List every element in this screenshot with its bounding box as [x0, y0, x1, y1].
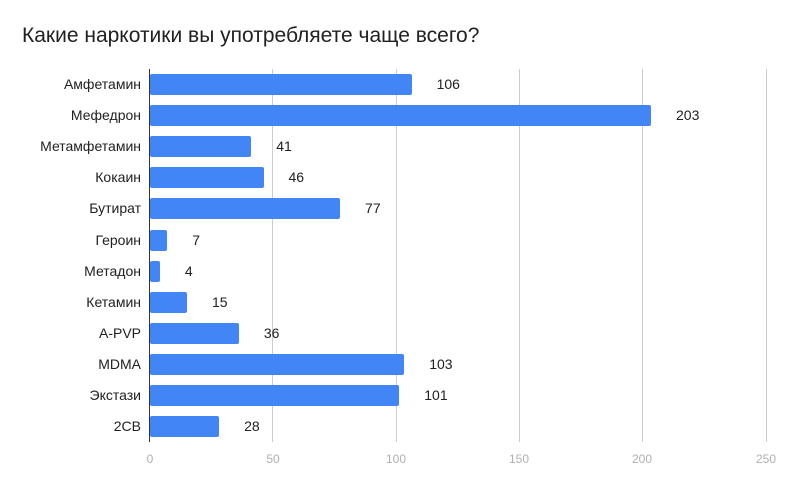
bar[interactable] [150, 291, 188, 313]
category-label: MDMA [98, 355, 141, 372]
bar[interactable] [150, 416, 220, 438]
bar[interactable] [150, 136, 252, 158]
bar-row: 101 [149, 380, 766, 411]
bar-row: 41 [149, 131, 766, 162]
bar[interactable] [150, 167, 264, 189]
plot-area: 106 203 41 46 77 7 4 15 36 103 101 28 [149, 69, 767, 442]
category-label: A-PVP [98, 324, 141, 341]
bar[interactable] [150, 198, 341, 220]
bar-row: 4 [149, 256, 766, 287]
gridline-200 [642, 69, 643, 442]
bar-value-label: 28 [244, 418, 260, 435]
bar[interactable] [150, 260, 160, 282]
gridline-250 [766, 69, 767, 442]
category-label: Экстази [89, 387, 141, 403]
bar-value-label: 7 [192, 231, 201, 248]
bar-row: 7 [149, 225, 766, 256]
category-label: Кетамин [86, 293, 141, 310]
bar-value-label: 15 [212, 293, 228, 310]
category-label: Героин [95, 231, 141, 248]
bar-row: 15 [149, 287, 766, 318]
category-label: Бутират [89, 200, 141, 217]
gridline-100 [396, 69, 397, 442]
bar-row: 36 [149, 318, 766, 349]
bar-row: 77 [149, 193, 766, 224]
y-axis-line [149, 69, 150, 442]
bar-value-label: 36 [263, 324, 280, 341]
bar-value-label: 106 [436, 76, 460, 92]
category-label: Амфетамин [63, 76, 141, 92]
gridline-150 [519, 69, 520, 442]
bar[interactable] [150, 74, 412, 95]
bar-row: 203 [149, 100, 766, 131]
bar[interactable] [150, 353, 405, 375]
x-tick-label: 0 [146, 452, 154, 466]
category-label: 2CB [113, 418, 141, 435]
category-label: Метамфетамин [40, 138, 141, 155]
bar-value-label: 4 [184, 262, 193, 279]
bar[interactable] [150, 322, 239, 344]
bar-row: 103 [149, 349, 766, 380]
category-label: Мефедрон [70, 107, 141, 124]
bar[interactable] [150, 105, 651, 127]
gridline-50 [272, 69, 273, 442]
x-tick-label: 200 [631, 452, 653, 466]
x-tick-label: 150 [508, 452, 530, 466]
bar-row: 106 [149, 69, 766, 100]
x-tick-label: 250 [755, 452, 777, 466]
chart-title: Какие наркотики вы употребляете чаще все… [22, 24, 480, 47]
bar-value-label: 41 [276, 138, 292, 155]
bar-row: 46 [149, 162, 766, 193]
bar-value-label: 77 [365, 200, 381, 217]
bar-value-label: 101 [424, 387, 448, 403]
bar-row: 28 [149, 411, 766, 442]
category-label: Кокаин [95, 169, 141, 186]
bar-value-label: 46 [288, 169, 305, 186]
x-tick-label: 100 [385, 452, 407, 466]
bar[interactable] [150, 229, 168, 251]
bar[interactable] [150, 385, 400, 406]
bar-value-label: 203 [676, 107, 700, 124]
category-label: Метадон [84, 262, 141, 279]
x-tick-label: 50 [266, 452, 280, 466]
bar-value-label: 103 [429, 355, 453, 372]
